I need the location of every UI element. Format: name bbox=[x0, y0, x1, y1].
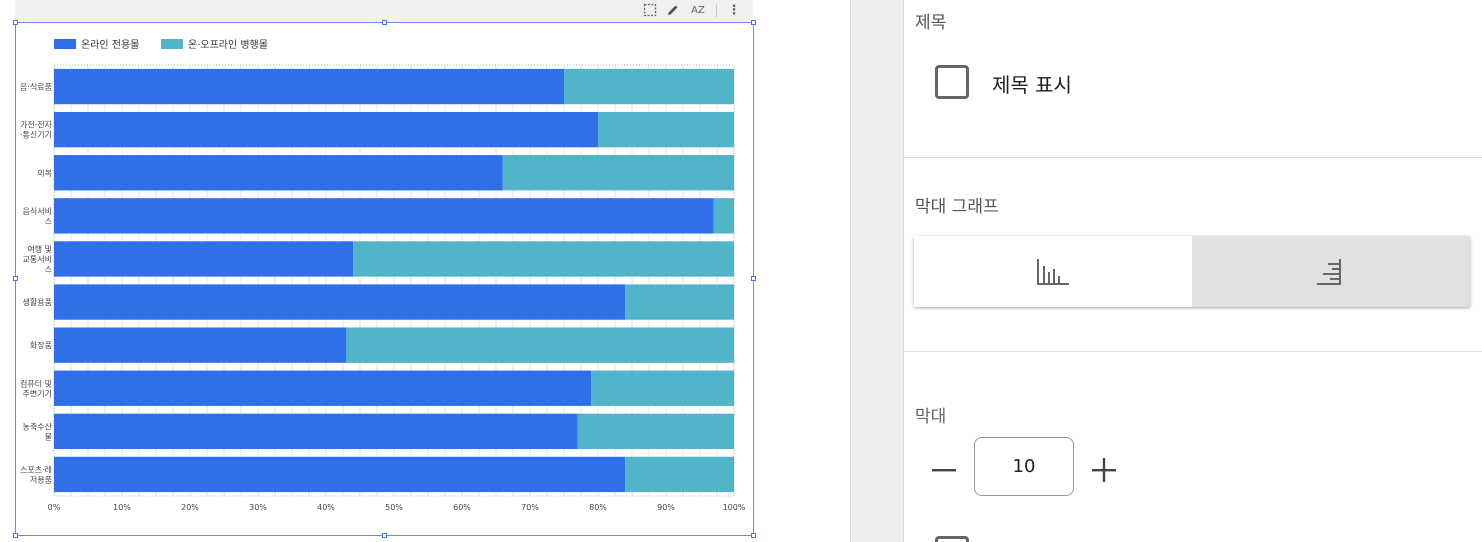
bar-online bbox=[54, 68, 564, 105]
section-divider bbox=[904, 351, 1482, 352]
resize-handle-w[interactable] bbox=[13, 276, 18, 281]
plot-area-border bbox=[53, 64, 735, 497]
resize-handle-ne[interactable] bbox=[751, 20, 756, 25]
chart-toolbar: AZ ⋮ bbox=[15, 0, 753, 22]
category-label: 저용품 bbox=[30, 475, 52, 484]
plus-icon bbox=[1092, 458, 1116, 482]
x-tick-label: 60% bbox=[453, 503, 471, 512]
bar-mixed bbox=[353, 241, 734, 277]
toolbar-divider bbox=[716, 4, 717, 18]
bar-mixed bbox=[564, 68, 734, 105]
category-label: 여행 및 bbox=[27, 244, 52, 254]
bar-online bbox=[54, 198, 714, 234]
resize-handle-e[interactable] bbox=[751, 276, 756, 281]
bar-online bbox=[54, 327, 347, 363]
category-label: 가전·전자 bbox=[20, 120, 53, 130]
more-vert-icon[interactable]: ⋮ bbox=[726, 3, 742, 19]
panel-gutter bbox=[850, 0, 904, 542]
bar-online bbox=[54, 456, 626, 493]
bar-mixed bbox=[577, 413, 734, 450]
bar-online bbox=[54, 155, 503, 191]
bar-online bbox=[54, 284, 626, 320]
x-tick-label: 50% bbox=[385, 503, 403, 512]
horizontal-bars-icon bbox=[1317, 258, 1341, 285]
more-glyph: ⋮ bbox=[727, 3, 741, 18]
sort-az-icon[interactable]: AZ bbox=[687, 3, 709, 19]
category-label: 스 bbox=[45, 265, 52, 274]
bar-mixed bbox=[346, 327, 734, 363]
x-tick-label: 30% bbox=[249, 503, 267, 512]
bar-mixed bbox=[591, 370, 734, 406]
bar-mixed bbox=[598, 111, 734, 148]
category-label: 농축수산 bbox=[23, 421, 53, 431]
x-tick-label: 40% bbox=[317, 503, 335, 512]
option-checkbox[interactable] bbox=[935, 536, 969, 542]
report-canvas: AZ ⋮ 음·식료품 가전·전자 ·통신기기 의복 음식서비 스 여행 및 교통서비 스 생활용품… bbox=[13, 0, 756, 538]
category-label: 컴퓨터 및 bbox=[20, 378, 52, 388]
decrement-button[interactable] bbox=[930, 456, 958, 484]
category-label: 음·식료품 bbox=[20, 83, 52, 92]
pencil-icon[interactable] bbox=[665, 3, 681, 19]
category-label: ·통신기기 bbox=[20, 131, 52, 140]
legend-swatch bbox=[161, 39, 183, 49]
category-label: 화장품 bbox=[30, 340, 52, 350]
show-title-label[interactable]: 제목 표시 bbox=[992, 73, 1072, 97]
bars-section-heading: 막대 bbox=[915, 407, 947, 427]
show-title-checkbox[interactable] bbox=[935, 65, 969, 99]
x-tick-label: 100% bbox=[723, 503, 746, 512]
category-label: 주변기기 bbox=[23, 388, 52, 398]
sort-label: AZ bbox=[691, 5, 705, 16]
vertical-bars-icon bbox=[1037, 258, 1069, 285]
category-label: 생활용품 bbox=[23, 297, 52, 307]
x-tick-label: 20% bbox=[181, 503, 199, 512]
bar-mixed bbox=[713, 198, 734, 234]
bar-online bbox=[54, 413, 578, 450]
x-tick-label: 90% bbox=[657, 503, 675, 512]
category-label: 물 bbox=[45, 432, 52, 441]
resize-handle-n[interactable] bbox=[382, 20, 387, 25]
legend-label: 온라인 전용몰 bbox=[81, 39, 139, 51]
minus-icon bbox=[932, 469, 956, 472]
bar-online bbox=[54, 111, 598, 148]
category-label: 교통서비 bbox=[23, 255, 52, 264]
x-tick-label: 70% bbox=[521, 503, 539, 512]
bar-online bbox=[54, 370, 592, 406]
category-label: 의복 bbox=[37, 168, 52, 178]
bar-chart-section-heading: 막대 그래프 bbox=[915, 197, 999, 217]
select-icon[interactable] bbox=[642, 3, 658, 19]
resize-handle-se[interactable] bbox=[751, 533, 756, 538]
bar-mixed bbox=[625, 284, 734, 320]
horizontal-orientation-button[interactable] bbox=[1192, 236, 1470, 307]
x-tick-label: 10% bbox=[113, 503, 131, 512]
orientation-toggle-group bbox=[914, 236, 1470, 307]
bar-mixed bbox=[502, 155, 734, 191]
resize-handle-sw[interactable] bbox=[13, 533, 18, 538]
bar-mixed bbox=[625, 456, 734, 493]
properties-panel: 제목 제목 표시 막대 그래프 bbox=[904, 0, 1482, 542]
resize-handle-s[interactable] bbox=[382, 533, 387, 538]
chart-frame[interactable]: 음·식료품 가전·전자 ·통신기기 의복 음식서비 스 여행 및 교통서비 스 생활용품 화장품 컴퓨… bbox=[13, 20, 756, 538]
increment-button[interactable] bbox=[1090, 456, 1118, 484]
category-label: 스 bbox=[45, 217, 52, 226]
x-tick-label: 80% bbox=[589, 503, 607, 512]
vertical-orientation-button[interactable] bbox=[914, 236, 1192, 307]
bar-count-input[interactable]: 10 bbox=[974, 437, 1074, 496]
legend-swatch bbox=[54, 39, 76, 49]
title-section-heading: 제목 bbox=[915, 13, 947, 33]
bar-online bbox=[54, 241, 354, 277]
legend-label: 온·오프라인 병행몰 bbox=[188, 39, 268, 51]
category-label: 음식서비 bbox=[23, 207, 52, 216]
x-tick-label: 0% bbox=[48, 503, 61, 512]
resize-handle-nw[interactable] bbox=[13, 20, 18, 25]
section-divider bbox=[904, 157, 1482, 158]
category-label: 스포츠·레 bbox=[20, 465, 52, 474]
